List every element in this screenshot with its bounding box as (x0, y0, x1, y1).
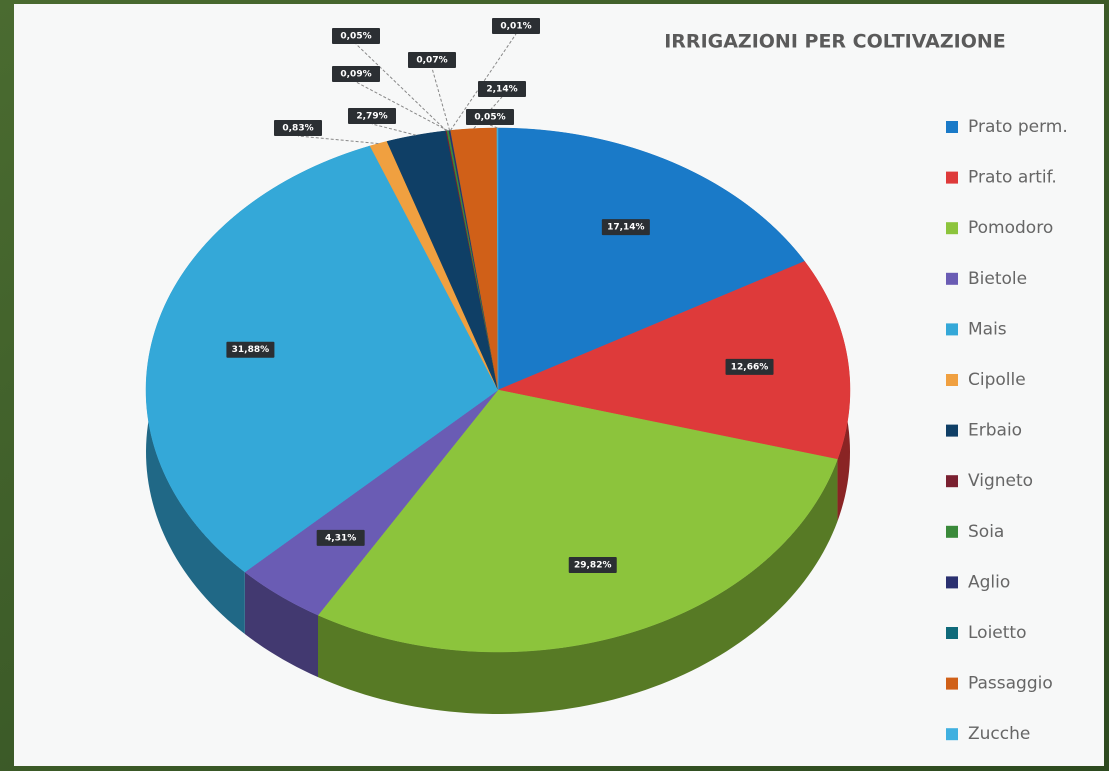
legend-swatch (946, 576, 958, 588)
data-label: 12,66% (731, 362, 769, 372)
legend-label: Prato artif. (968, 168, 1057, 188)
legend-swatch (946, 172, 958, 184)
chart-title: IRRIGAZIONI PER COLTIVAZIONE (664, 31, 1006, 53)
data-label: 0,83% (282, 124, 313, 134)
legend-label: Loietto (968, 623, 1027, 643)
data-label: 17,14% (607, 223, 645, 233)
legend-swatch (946, 425, 958, 437)
legend-swatch (946, 475, 958, 487)
legend-label: Mais (968, 319, 1007, 339)
legend-label: Cipolle (968, 370, 1026, 390)
legend-swatch (946, 323, 958, 335)
legend-label: Aglio (968, 572, 1010, 592)
data-label: 29,82% (574, 560, 612, 570)
data-label: 0,05% (474, 113, 505, 123)
chart: IRRIGAZIONI PER COLTIVAZIONE 17,14% 12,66… (0, 0, 1109, 771)
legend-label: Zucche (968, 724, 1030, 744)
data-label: 0,07% (416, 56, 447, 66)
data-label: 2,14% (486, 85, 517, 95)
legend-swatch (946, 222, 958, 234)
legend-label: Soia (968, 522, 1004, 542)
legend-label: Vigneto (968, 471, 1033, 491)
legend-label: Prato perm. (968, 117, 1068, 137)
data-label: 0,09% (340, 70, 371, 80)
legend-label: Bietole (968, 269, 1027, 289)
data-label: 4,31% (325, 533, 356, 543)
data-label: 31,88% (232, 345, 270, 355)
legend-swatch (946, 273, 958, 285)
legend-swatch (946, 121, 958, 133)
data-label: 2,79% (356, 112, 387, 122)
legend-label: Erbaio (968, 421, 1022, 441)
legend-swatch (946, 678, 958, 690)
legend-swatch (946, 728, 958, 740)
legend-swatch (946, 627, 958, 639)
data-label: 0,01% (500, 22, 531, 32)
legend-swatch (946, 374, 958, 386)
data-label: 0,05% (340, 32, 371, 42)
legend-label: Pomodoro (968, 218, 1053, 238)
legend-label: Passaggio (968, 674, 1053, 694)
legend-swatch (946, 526, 958, 538)
